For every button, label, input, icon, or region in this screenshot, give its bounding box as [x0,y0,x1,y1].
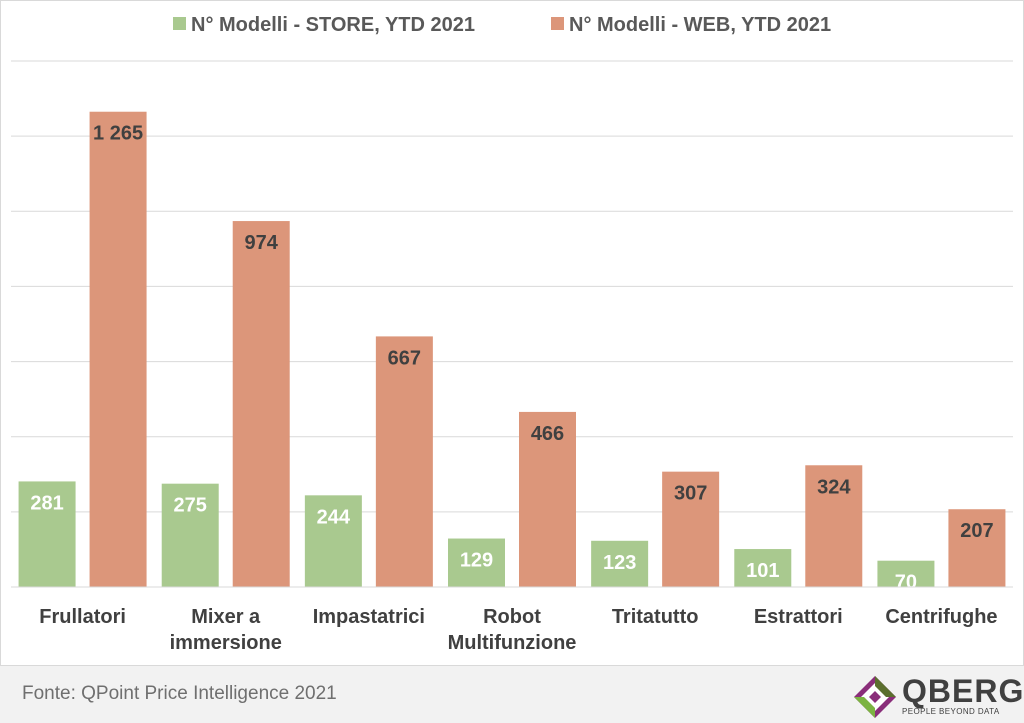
data-label: 129 [460,550,493,572]
data-label: 244 [317,506,351,528]
category-label: Mixer a immersione [170,606,282,654]
bar-store [448,538,505,587]
legend-label-store: N° Modelli - STORE, YTD 2021 [191,14,475,36]
legend-label-web: N° Modelli - WEB, YTD 2021 [569,14,831,36]
legend-swatch-store [173,17,186,30]
data-label: 101 [746,560,779,582]
bar-web [519,411,576,587]
data-label: 123 [603,552,636,574]
data-label: 466 [531,423,564,445]
logo-wordmark: QBERG [902,673,1024,709]
bar-chart: 281 1 265 275 974 244 667 129 466 123 307 101 324 70… [11,14,1013,654]
source-note: Fonte: QPoint Price Intelligence 2021 [22,683,337,704]
bar-store [877,560,935,587]
category-label: Robot Multifunzione [448,606,577,654]
bar-store [18,481,76,587]
data-label: 281 [30,492,63,514]
category-label: Centrifughe [885,606,997,628]
bar-store [734,549,792,587]
category-label: Impastatrici [313,606,425,628]
gridlines [11,60,1013,513]
bar-web [89,111,147,587]
data-label: 1 265 [93,123,143,145]
category-label: Tritatutto [612,606,699,628]
category-label: Estrattori [754,606,843,628]
data-label: 275 [174,495,207,517]
qberg-logo: QBERG PEOPLE BEYOND DATA [852,673,1024,720]
data-label: 70 [895,572,917,594]
bar-web [375,336,433,587]
bars: 281 1 265 275 974 244 667 129 466 123 307 101 324 70… [18,111,1006,594]
logo-tagline: PEOPLE BEYOND DATA [902,707,1000,716]
bar-web [232,221,290,587]
chart-frame: 281 1 265 275 974 244 667 129 466 123 307 101 324 70… [0,0,1024,666]
qberg-logo-mark [854,676,896,718]
data-label: 667 [388,347,421,369]
bar-store [161,483,219,587]
bar-web [805,465,863,587]
data-label: 307 [674,483,707,505]
bar-web [948,509,1006,587]
data-label: 974 [245,232,279,254]
category-label: Frullatori [39,606,126,628]
bar-web [662,471,720,587]
x-axis: Frullatori Mixer a immersione Impastatrici R… [11,586,1013,654]
legend: N° Modelli - STORE, YTD 2021 N° Modelli … [173,14,831,36]
data-label: 324 [817,476,851,498]
data-label: 207 [960,520,993,542]
bar-store [591,540,649,587]
legend-swatch-web [551,17,564,30]
bar-store [304,495,362,587]
